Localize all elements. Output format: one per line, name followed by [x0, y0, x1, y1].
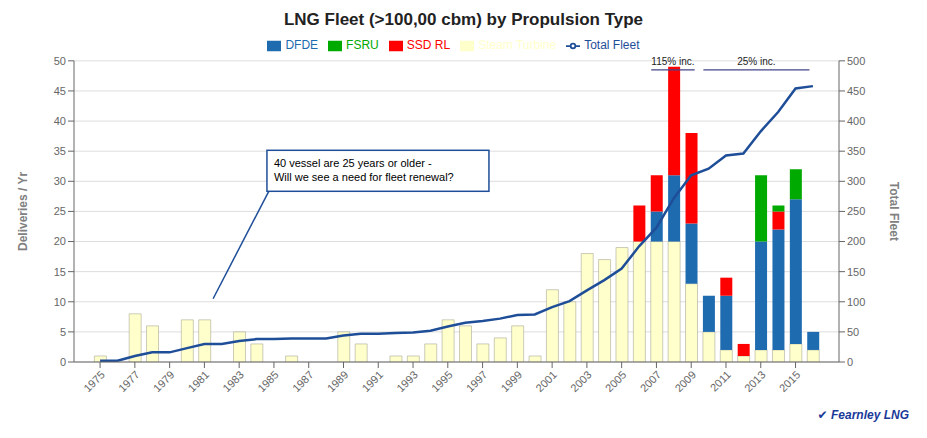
svg-text:0: 0	[847, 356, 853, 368]
html-text:FSRU: FSRU	[346, 38, 379, 52]
svg-text:100: 100	[847, 296, 865, 308]
svg-text:2003: 2003	[568, 368, 594, 394]
svg-text:25: 25	[54, 205, 66, 217]
svg-text:1999: 1999	[498, 368, 524, 394]
svg-text:Will we see a need for fleet r: Will we see a need for fleet renewal?	[274, 171, 454, 183]
svg-text:2007: 2007	[638, 368, 664, 394]
svg-text:25% inc.: 25% inc.	[737, 56, 775, 67]
svg-text:2009: 2009	[672, 368, 698, 394]
svg-text:1979: 1979	[151, 368, 177, 394]
svg-text:1989: 1989	[325, 368, 351, 394]
html-text:SSD RL: SSD RL	[406, 38, 451, 52]
svg-text:0: 0	[60, 356, 66, 368]
svg-text:1977: 1977	[116, 368, 142, 394]
svg-text:1991: 1991	[359, 368, 385, 394]
svg-text:35: 35	[54, 145, 66, 157]
svg-text:45: 45	[54, 85, 66, 97]
svg-text:500: 500	[847, 55, 865, 67]
svg-text:2001: 2001	[533, 368, 559, 394]
svg-text:1975: 1975	[81, 368, 107, 394]
svg-text:300: 300	[847, 175, 865, 187]
svg-text:40: 40	[54, 115, 66, 127]
svg-text:250: 250	[847, 205, 865, 217]
svg-text:2013: 2013	[742, 368, 768, 394]
html-text:Steam Turbine: Steam Turbine	[478, 38, 557, 52]
svg-text:Deliveries / Yr: Deliveries / Yr	[16, 172, 30, 251]
svg-text:400: 400	[847, 115, 865, 127]
html-text:LNG Fleet (>100,00 cbm) by Pro: LNG Fleet (>100,00 cbm) by Propulsion Ty…	[283, 10, 644, 29]
svg-text:50: 50	[847, 326, 859, 338]
svg-text:1987: 1987	[290, 368, 316, 394]
svg-text:Total Fleet: Total Fleet	[887, 182, 901, 241]
svg-text:10: 10	[54, 296, 66, 308]
svg-text:1985: 1985	[255, 368, 281, 394]
svg-text:1995: 1995	[429, 368, 455, 394]
svg-text:350: 350	[847, 145, 865, 157]
svg-text:30: 30	[54, 175, 66, 187]
html-text:✔ Fearnley LNG: ✔ Fearnley LNG	[817, 408, 909, 422]
svg-text:115% inc.: 115% inc.	[651, 56, 694, 67]
svg-text:20: 20	[54, 235, 66, 247]
svg-text:2015: 2015	[777, 368, 803, 394]
html-text:Total Fleet: Total Fleet	[584, 38, 640, 52]
svg-text:1993: 1993	[394, 368, 420, 394]
svg-text:50: 50	[54, 55, 66, 67]
svg-text:450: 450	[847, 85, 865, 97]
svg-text:2005: 2005	[603, 368, 629, 394]
svg-text:1997: 1997	[464, 368, 490, 394]
svg-text:200: 200	[847, 235, 865, 247]
svg-text:1983: 1983	[220, 368, 246, 394]
svg-text:5: 5	[60, 326, 66, 338]
svg-text:40 vessel are 25 years or olde: 40 vessel are 25 years or older -	[274, 157, 432, 169]
svg-text:150: 150	[847, 266, 865, 278]
svg-text:1981: 1981	[186, 368, 212, 394]
html-text:DFDE: DFDE	[285, 38, 319, 52]
svg-text:15: 15	[54, 266, 66, 278]
svg-text:2011: 2011	[708, 368, 733, 393]
